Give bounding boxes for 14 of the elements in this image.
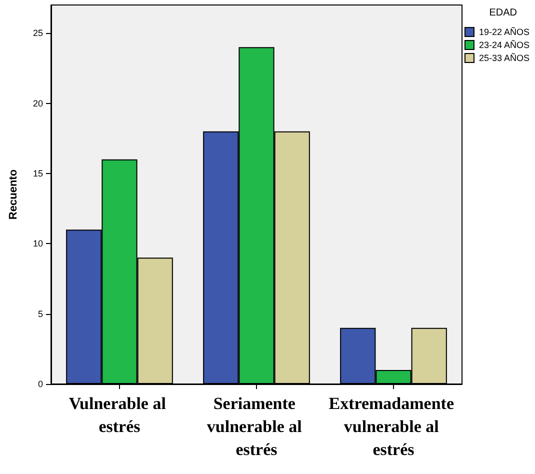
y-tick-label: 10 [32,238,43,249]
legend-label: 23-24 AÑOS [478,40,530,50]
x-tick-label: Seriamente vulnerable al estrés [206,394,306,459]
y-tick-label: 0 [38,379,43,389]
y-axis-title: Recuento [8,169,20,220]
legend-title: EDAD [489,8,518,18]
y-tick-label: 5 [38,308,43,319]
x-tick-label: Vulnerable al estrés [68,394,170,436]
y-tick-label: 25 [32,28,43,38]
legend-label: 25-33 AÑOS [478,53,530,63]
legend-label: 19-22 AÑOS [478,27,530,37]
y-tick-label: 15 [32,168,43,178]
y-tick-label: 20 [32,98,43,108]
x-tick-label: Extremadamente vulnerable al estrés [328,394,458,459]
